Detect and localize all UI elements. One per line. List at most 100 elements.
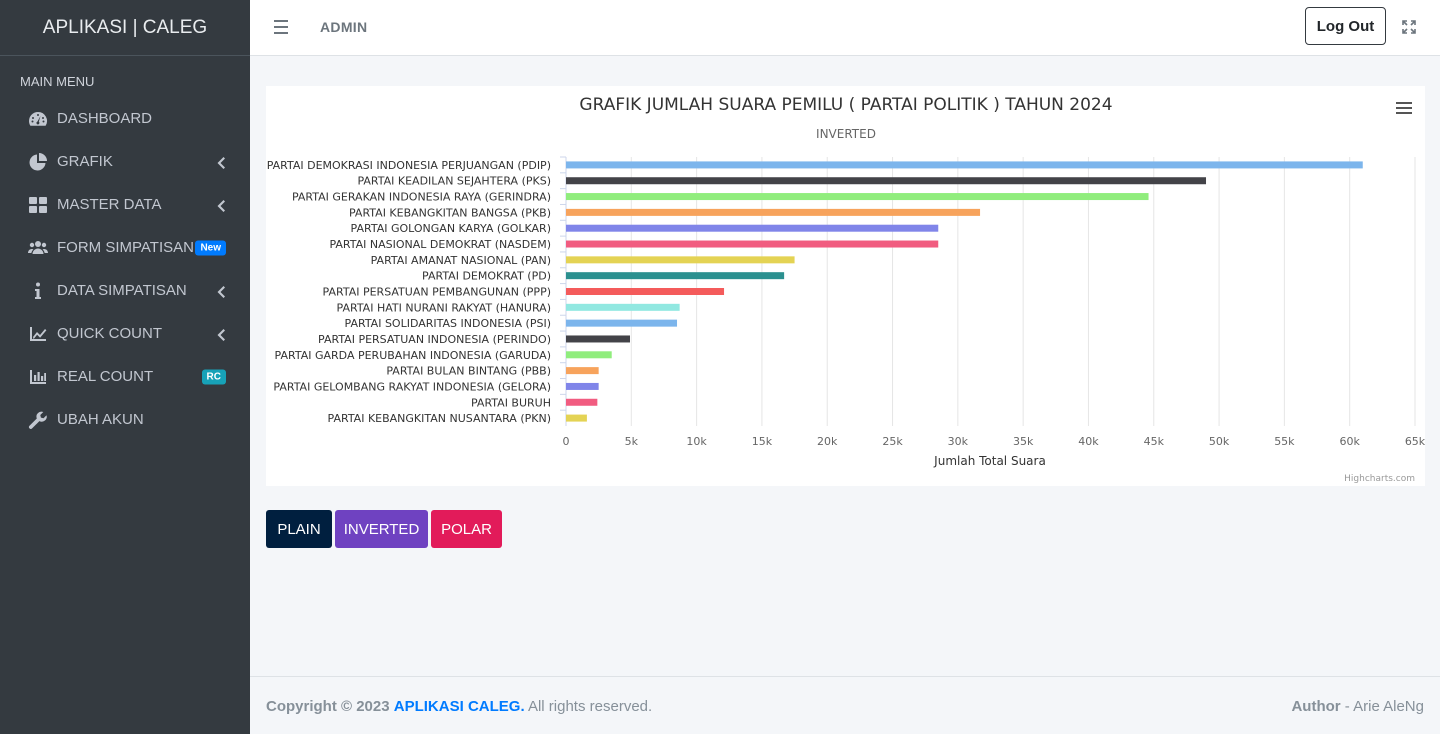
sidebar-item-label: GRAFIK [57,153,113,170]
x-tick-label: 35k [1013,435,1034,448]
fullscreen-icon[interactable] [1402,20,1416,34]
bar-11[interactable] [566,335,631,343]
chart-category-labels: PARTAI DEMOKRASI INDONESIA PERJUANGAN (P… [267,159,551,425]
category-label: PARTAI PERSATUAN INDONESIA (PERINDO) [318,333,551,346]
category-label: PARTAI NASIONAL DEMOKRAT (NASDEM) [329,238,551,251]
x-tick-label: 65k [1405,435,1425,448]
users-icon [27,238,49,258]
category-label: PARTAI GARDA PERUBAHAN INDONESIA (GARUDA… [275,349,551,362]
bar-10[interactable] [566,319,678,327]
x-tick-label: 5k [625,435,639,448]
dashboard-icon [27,109,49,129]
chart-context-menu-icon[interactable] [1396,102,1412,116]
bar-14[interactable] [566,382,599,390]
chevron-left-icon [216,156,226,169]
category-label: PARTAI DEMOKRASI INDONESIA PERJUANGAN (P… [267,159,551,172]
chart-gridlines [560,156,1416,426]
hamburger-menu-icon[interactable] [274,20,288,34]
sidebar-item-form-simpatisan[interactable]: FORM SIMPATISAN New [0,226,250,269]
x-tick-label: 45k [1144,435,1165,448]
category-label: PARTAI BURUH [471,396,551,409]
chart-bars [566,161,1363,422]
x-tick-label: 20k [817,435,838,448]
chevron-left-icon [216,328,226,341]
new-badge: New [195,240,226,255]
sidebar-item-label: UBAH AKUN [57,411,144,428]
category-label: PARTAI HATI NURANI RAKYAT (HANURA) [337,301,551,314]
category-label: PARTAI DEMOKRAT (PD) [422,270,551,283]
bar-0[interactable] [566,161,1363,169]
chart-card: GRAFIK JUMLAH SUARA PEMILU ( PARTAI POLI… [266,86,1426,486]
pie-chart-icon [27,152,49,172]
bar-6[interactable] [566,256,795,264]
top-navbar: ADMIN Log Out [250,0,1440,56]
copyright-text: Copyright © 2023 [266,698,390,715]
sidebar-item-label: QUICK COUNT [57,325,162,342]
sidebar-item-grafik[interactable]: GRAFIK [0,140,250,183]
x-axis-title: Jumlah Total Suara [933,454,1046,468]
x-tick-label: 30k [948,435,969,448]
chevron-left-icon [216,285,226,298]
category-label: PARTAI AMANAT NASIONAL (PAN) [371,254,551,267]
sidebar: APLIKASI | CALEG MAIN MENU DASHBOARD GRA… [0,0,250,734]
category-label: PARTAI KEBANGKITAN NUSANTARA (PKN) [328,412,551,425]
x-tick-label: 60k [1340,435,1361,448]
x-tick-label: 15k [752,435,773,448]
bar-13[interactable] [566,367,599,375]
navbar-admin-link[interactable]: ADMIN [320,19,368,35]
x-tick-label: 25k [882,435,903,448]
bar-chart-icon [27,367,49,387]
bar-8[interactable] [566,288,725,295]
footer-app-link[interactable]: APLIKASI CALEG. [393,698,525,715]
x-tick-label: 0 [563,435,570,448]
footer-copyright: Copyright © 2023 APLIKASI CALEG. All rig… [266,698,652,715]
bar-15[interactable] [566,398,598,406]
logout-button[interactable]: Log Out [1305,7,1386,45]
bar-4[interactable] [566,224,939,232]
sidebar-item-label: DATA SIMPATISAN [57,282,187,299]
author-label: Author [1291,698,1341,715]
category-label: PARTAI BULAN BINTANG (PBB) [386,365,551,378]
sidebar-item-ubah-akun[interactable]: UBAH AKUN [0,398,250,441]
sidebar-item-real-count[interactable]: REAL COUNT RC [0,355,250,398]
rights-text: All rights reserved. [527,698,653,715]
chart-subtitle: INVERTED [816,127,876,141]
chart-credits[interactable]: Highcharts.com [1344,474,1415,484]
bar-5[interactable] [566,240,939,248]
bar-12[interactable] [566,351,612,359]
category-label: PARTAI KEADILAN SEJAHTERA (PKS) [357,175,551,188]
bar-9[interactable] [566,303,680,311]
chart-tick-labels: 0 5k 10k 15k 20k 25k 30k 35k 40k 45k 50k 55k 60k 65k [563,435,1426,448]
bar-2[interactable] [566,193,1149,201]
footer: Copyright © 2023 APLIKASI CALEG. All rig… [250,676,1440,734]
line-chart-icon [27,324,49,344]
x-tick-label: 50k [1209,435,1230,448]
sidebar-item-label: FORM SIMPATISAN [57,239,194,256]
inverted-button[interactable]: INVERTED [335,510,428,548]
bar-7[interactable] [566,272,785,280]
wrench-icon [27,410,49,430]
brand-logo[interactable]: APLIKASI | CALEG [0,0,250,56]
menu-header: MAIN MENU [20,74,95,89]
x-tick-label: 55k [1274,435,1295,448]
sidebar-item-data-simpatisan[interactable]: DATA SIMPATISAN [0,269,250,312]
sidebar-item-label: MASTER DATA [57,196,162,213]
chart-title: GRAFIK JUMLAH SUARA PEMILU ( PARTAI POLI… [579,95,1112,115]
grid-icon [27,195,49,215]
rc-badge: RC [201,369,226,384]
polar-button[interactable]: POLAR [431,510,502,548]
chevron-left-icon [216,199,226,212]
category-label: PARTAI SOLIDARITAS INDONESIA (PSI) [345,317,551,330]
bar-chart: GRAFIK JUMLAH SUARA PEMILU ( PARTAI POLI… [267,95,1426,484]
sidebar-item-master-data[interactable]: MASTER DATA [0,183,250,226]
bar-3[interactable] [566,208,981,216]
bar-16[interactable] [566,414,587,422]
sidebar-item-quick-count[interactable]: QUICK COUNT [0,312,250,355]
category-label: PARTAI GELOMBANG RAKYAT INDONESIA (GELOR… [273,380,551,393]
category-label: PARTAI KEBANGKITAN BANGSA (PKB) [349,206,551,219]
category-label: PARTAI GERAKAN INDONESIA RAYA (GERINDRA) [292,191,551,204]
sidebar-item-dashboard[interactable]: DASHBOARD [0,97,250,140]
plain-button[interactable]: PLAIN [266,510,332,548]
bar-1[interactable] [566,177,1207,185]
info-icon [27,281,49,301]
